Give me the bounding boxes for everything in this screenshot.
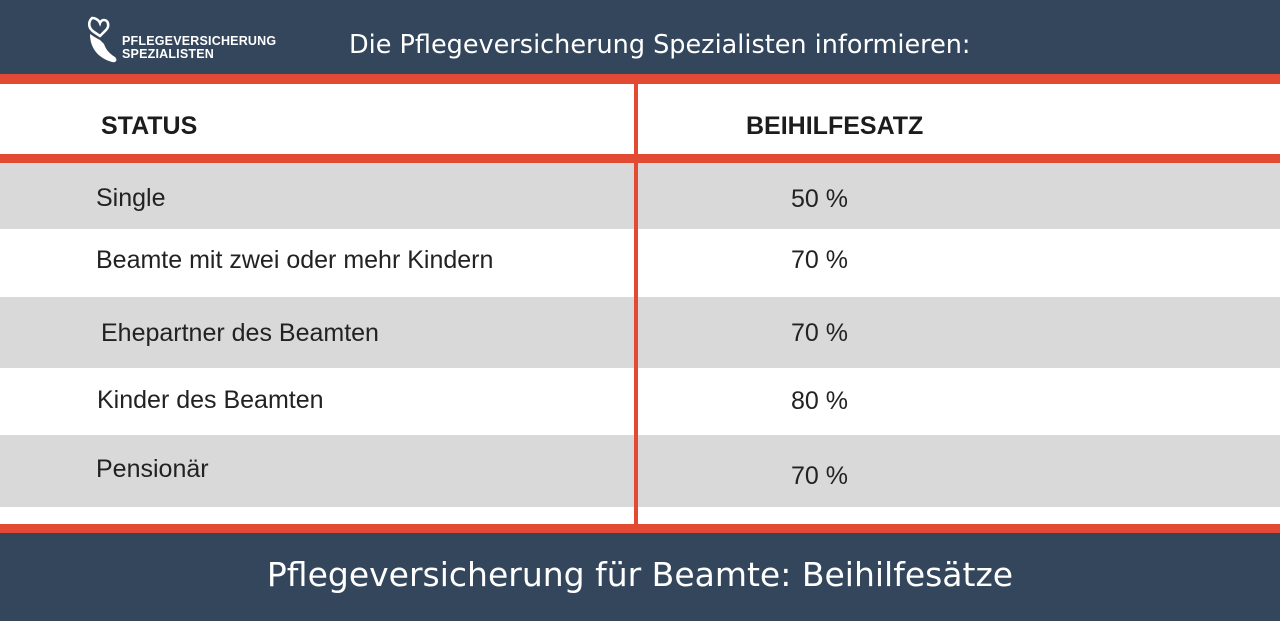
logo-text-line2: SPEZIALISTEN bbox=[122, 47, 214, 61]
header-divider bbox=[0, 154, 1280, 163]
status-cell: Kinder des Beamten bbox=[97, 386, 324, 414]
header-title: Die Pflegeversicherung Spezialisten info… bbox=[349, 30, 971, 60]
bottom-divider bbox=[0, 524, 1280, 533]
header-banner: PFLEGEVERSICHERUNG SPEZIALISTEN Die Pfle… bbox=[0, 0, 1280, 74]
status-cell: Single bbox=[96, 184, 166, 212]
hand-heart-icon bbox=[87, 16, 117, 63]
top-divider bbox=[0, 74, 1280, 84]
status-cell: Ehepartner des Beamten bbox=[101, 319, 379, 347]
status-cell: Beamte mit zwei oder mehr Kindern bbox=[96, 246, 494, 274]
status-cell: Pensionär bbox=[96, 455, 209, 483]
logo-text-line1: PFLEGEVERSICHERUNG bbox=[122, 34, 277, 48]
table-header-row: STATUS BEIHILFESATZ bbox=[0, 84, 1280, 154]
table-row: Single 50 % bbox=[0, 163, 1280, 229]
column-divider bbox=[634, 84, 638, 524]
table-row: Beamte mit zwei oder mehr Kindern 70 % bbox=[0, 229, 1280, 297]
column-header-rate: BEIHILFESATZ bbox=[746, 112, 924, 140]
table-row: Kinder des Beamten 80 % bbox=[0, 368, 1280, 435]
rate-cell: 70 % bbox=[791, 462, 848, 490]
rate-cell: 80 % bbox=[791, 387, 848, 415]
column-header-status: STATUS bbox=[101, 112, 198, 140]
footer-title: Pflegeversicherung für Beamte: Beihilfes… bbox=[266, 555, 1014, 594]
rate-cell: 70 % bbox=[791, 319, 848, 347]
logo: PFLEGEVERSICHERUNG SPEZIALISTEN bbox=[86, 14, 296, 66]
footer-banner: Pflegeversicherung für Beamte: Beihilfes… bbox=[0, 533, 1280, 621]
table-row: Ehepartner des Beamten 70 % bbox=[0, 297, 1280, 368]
table-row: Pensionär 70 % bbox=[0, 435, 1280, 507]
rate-cell: 70 % bbox=[791, 246, 848, 274]
rate-cell: 50 % bbox=[791, 185, 848, 213]
